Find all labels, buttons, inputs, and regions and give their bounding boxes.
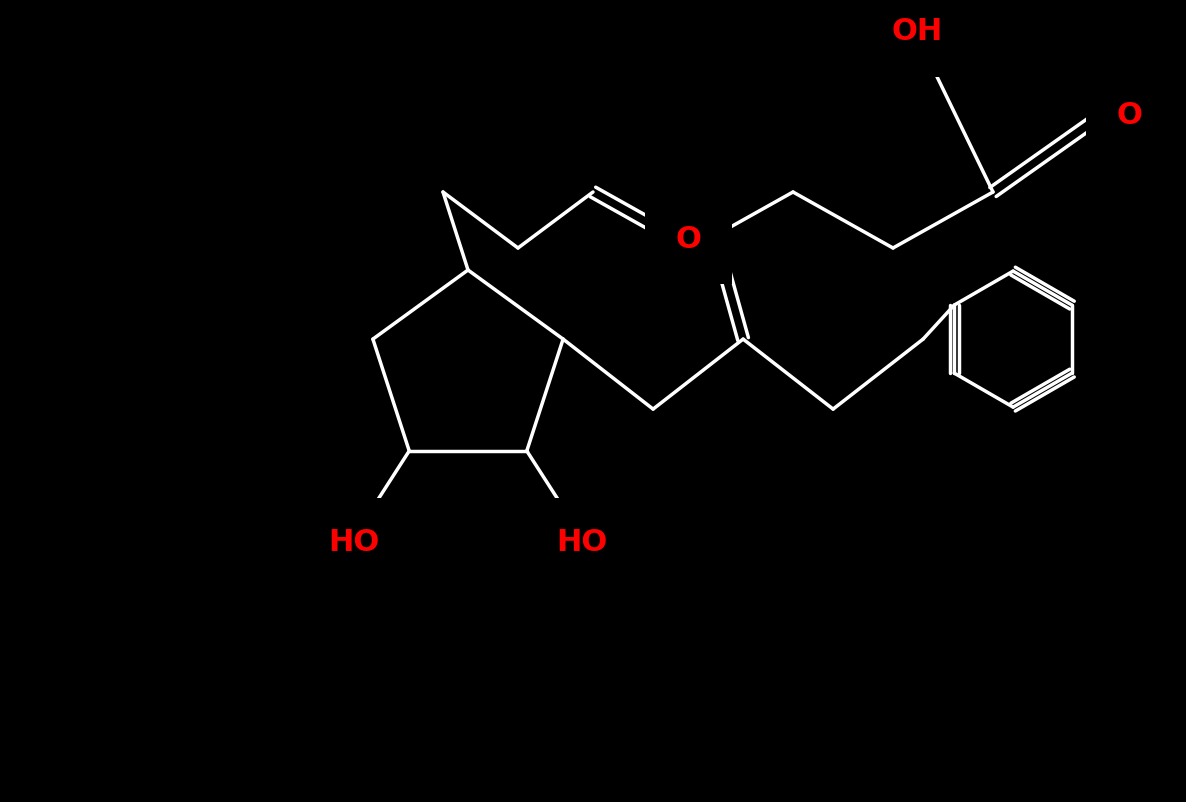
Text: HO: HO xyxy=(329,529,380,557)
Text: OH: OH xyxy=(892,18,943,47)
Text: O: O xyxy=(1117,100,1143,129)
Text: O: O xyxy=(675,225,701,253)
Text: HO: HO xyxy=(556,529,607,557)
